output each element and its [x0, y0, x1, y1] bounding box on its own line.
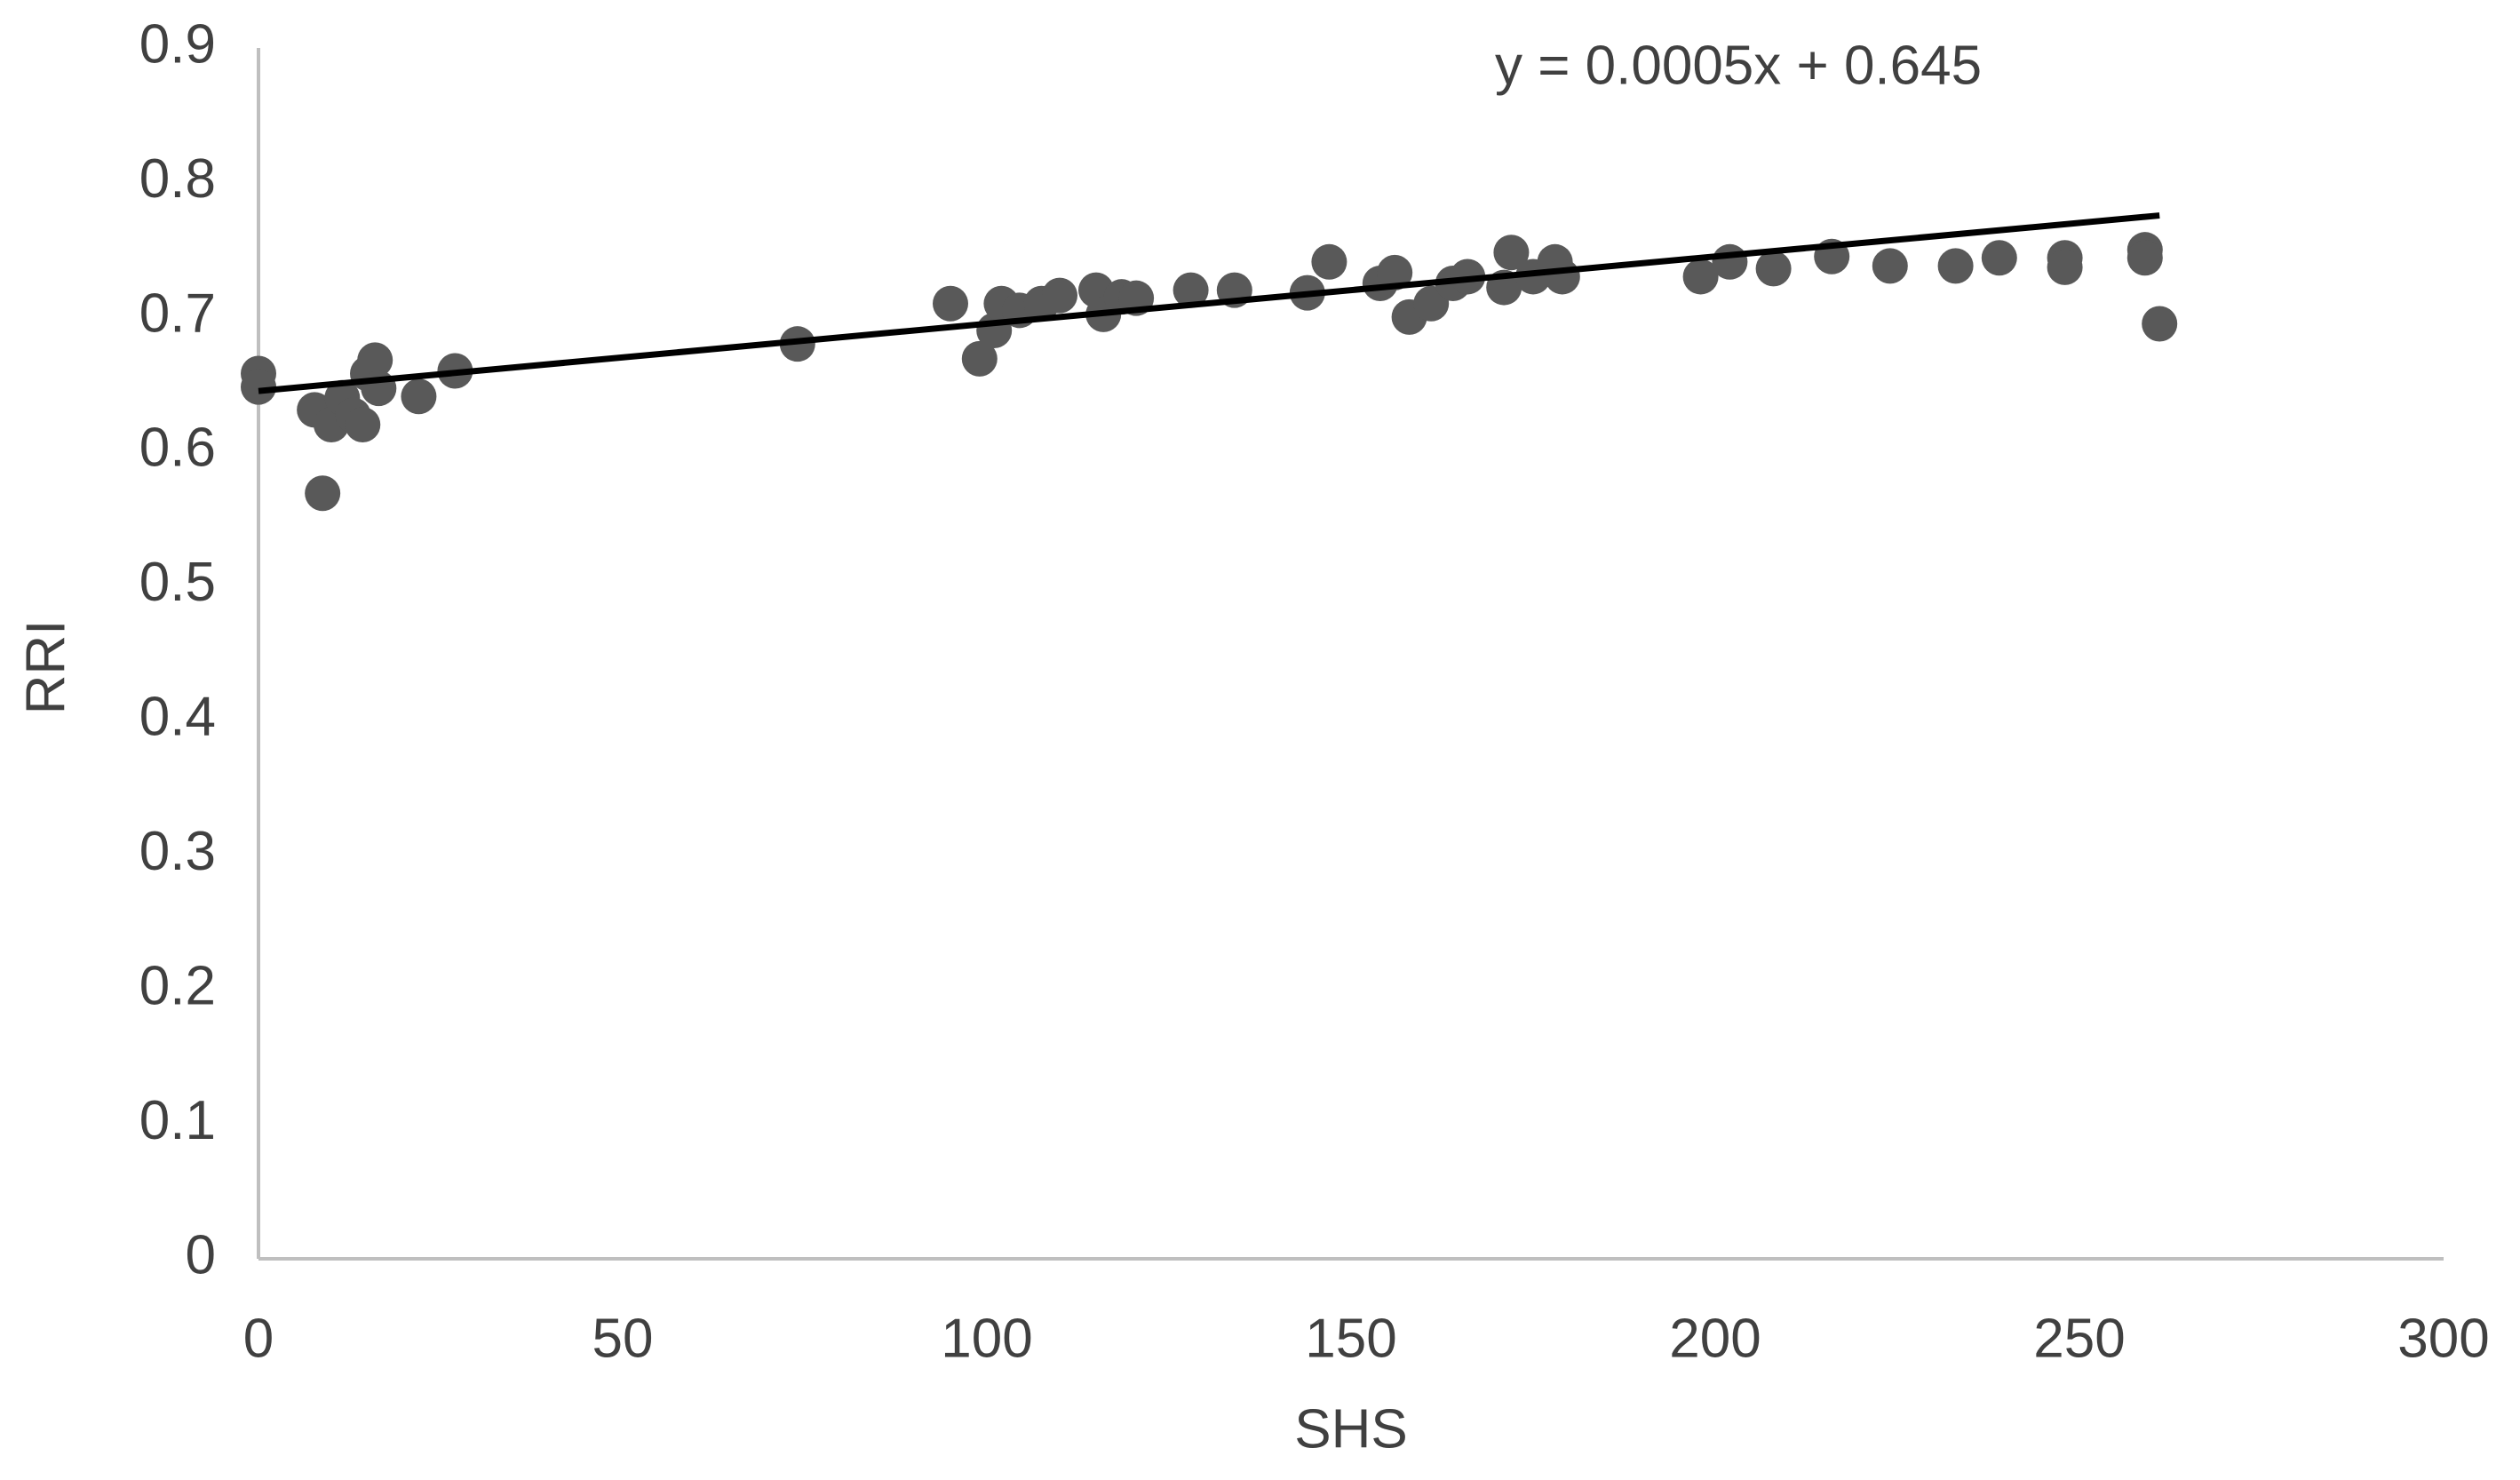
data-point [2126, 240, 2163, 276]
y-tick-label: 0.7 [139, 282, 216, 344]
x-tick-label: 50 [592, 1308, 654, 1369]
data-point [357, 342, 394, 378]
data-point [1755, 251, 1792, 287]
data-point [241, 369, 276, 405]
trendline [258, 212, 2160, 394]
data-point [961, 340, 998, 377]
y-tick-label: 0.2 [139, 955, 216, 1016]
data-point [1981, 240, 2017, 276]
data-point [1042, 277, 1077, 314]
data-point [345, 407, 381, 443]
x-tick-label: 0 [243, 1308, 274, 1369]
data-point [933, 285, 968, 322]
data-point [1682, 259, 1719, 295]
y-tick-label: 0.8 [139, 148, 216, 210]
data-point [2047, 249, 2083, 285]
data-point [1493, 235, 1530, 271]
y-axis-label: RRI [15, 620, 76, 715]
data-point [1544, 259, 1580, 295]
data-point [2142, 306, 2178, 342]
y-tick-label: 0.4 [139, 687, 216, 748]
data-point [305, 475, 341, 512]
y-tick-label: 0.5 [139, 552, 216, 613]
data-point [1937, 248, 1974, 284]
trendline-equation: y = 0.0005x + 0.645 [1495, 35, 1982, 96]
y-tick-label: 0.9 [139, 13, 216, 75]
x-axis-label: SHS [1294, 1398, 1407, 1460]
data-point [1377, 254, 1413, 290]
y-tick-label: 0.3 [139, 821, 216, 882]
data-point [1712, 243, 1748, 280]
x-tick-label: 100 [941, 1308, 1032, 1369]
data-point [1173, 272, 1209, 308]
x-tick-label: 200 [1669, 1308, 1761, 1369]
x-tick-label: 300 [2397, 1308, 2489, 1369]
x-tick-label: 250 [2033, 1308, 2125, 1369]
y-tick-label: 0.1 [139, 1090, 216, 1151]
y-tick-label: 0.6 [139, 418, 216, 479]
y-tick-label: 0 [186, 1224, 216, 1285]
data-point [1872, 248, 1908, 284]
x-tick-label: 150 [1305, 1308, 1396, 1369]
data-point [1311, 243, 1347, 280]
data-point [401, 378, 437, 415]
